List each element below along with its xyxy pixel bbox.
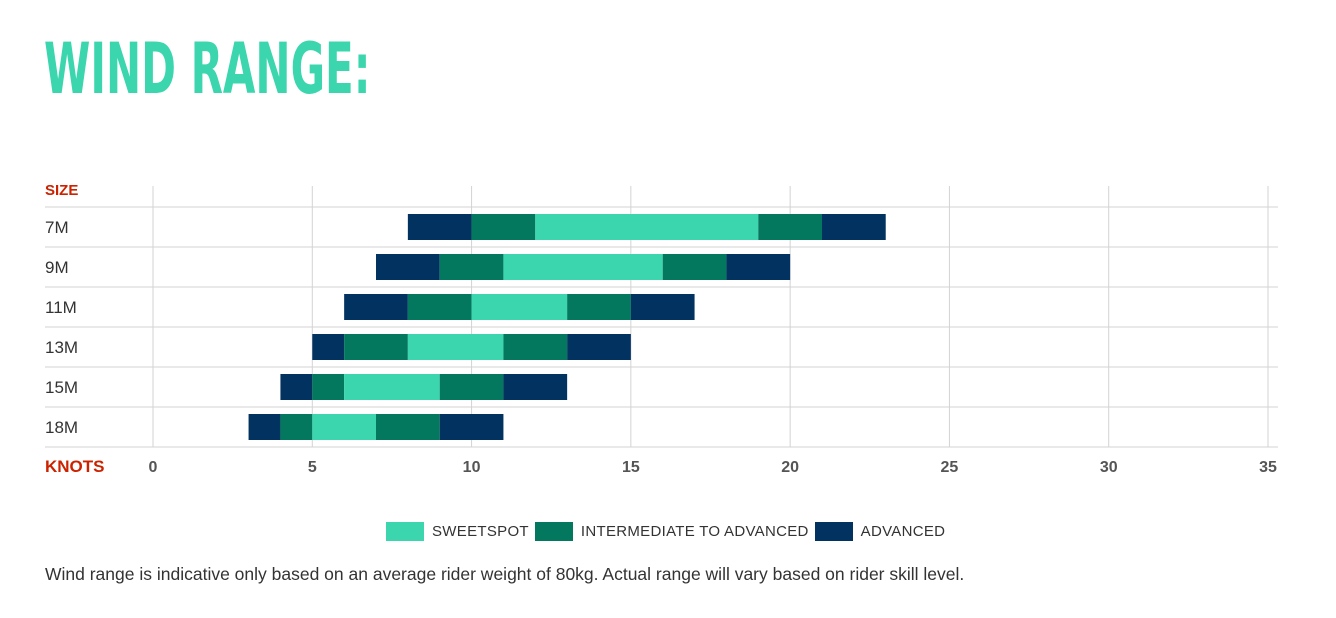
bar-segment-intermediate: [567, 294, 631, 320]
x-tick-label: 15: [622, 459, 640, 476]
chart-legend: SWEETSPOT INTERMEDIATE TO ADVANCED ADVAN…: [386, 520, 951, 542]
bar-segment-intermediate: [503, 334, 568, 360]
x-tick-label: 35: [1259, 459, 1277, 476]
bar-segment-intermediate: [439, 254, 504, 280]
legend-swatch-sweetspot: [386, 521, 424, 541]
x-tick-label: 30: [1100, 459, 1118, 476]
bar-segment-intermediate: [471, 214, 536, 240]
bar-segment-advanced: [726, 254, 791, 280]
bar-segment-intermediate: [407, 294, 472, 320]
bar-segment-advanced: [567, 334, 631, 360]
bar-segment-intermediate: [312, 374, 345, 400]
bar-segment-intermediate: [280, 414, 313, 440]
row-label: 9M: [45, 258, 69, 277]
legend-swatch-intermediate: [534, 521, 573, 541]
bar-segment-sweetspot: [471, 294, 568, 320]
legend-item-advanced: ADVANCED: [814, 521, 946, 541]
x-tick-label: 0: [149, 459, 158, 476]
bar-segment-advanced: [312, 334, 345, 360]
bar-segment-intermediate: [758, 214, 822, 240]
x-tick-labels: 0 5 10 15 20 25 30 35: [149, 459, 1277, 476]
bar-segment-sweetspot: [344, 374, 440, 400]
legend-label-intermediate: INTERMEDIATE TO ADVANCED: [580, 522, 809, 540]
row-label: 13M: [45, 338, 78, 357]
disclaimer-note: Wind range is indicative only based on a…: [45, 564, 965, 584]
bar-segment-sweetspot: [407, 334, 504, 360]
bar-segment-advanced: [503, 374, 568, 400]
bar-segment-advanced: [376, 254, 440, 280]
bar-segment-advanced: [822, 214, 886, 240]
x-tick-label: 5: [308, 459, 317, 476]
row-label: 15M: [45, 378, 78, 397]
bar-segment-intermediate: [662, 254, 727, 280]
bar-segment-intermediate: [439, 374, 504, 400]
row-label: 11M: [45, 298, 77, 317]
row-label: 18M: [45, 418, 78, 437]
legend-label-sweetspot: SWEETSPOT: [432, 522, 529, 540]
x-axis-label: KNOTS: [45, 457, 105, 476]
x-tick-label: 20: [781, 459, 799, 476]
y-axis-label: SIZE: [45, 182, 78, 199]
bar-segment-intermediate: [376, 414, 440, 440]
bar-segment-advanced: [407, 214, 472, 240]
bar-segment-sweetspot: [312, 414, 376, 440]
x-tick-label: 10: [463, 459, 481, 476]
legend-swatch-advanced: [814, 521, 853, 541]
bar-segment-advanced: [344, 294, 408, 320]
chart-bars: [248, 214, 886, 440]
x-tick-label: 25: [941, 459, 959, 476]
bar-segment-sweetspot: [535, 214, 759, 240]
bar-segment-intermediate: [344, 334, 408, 360]
legend-item-intermediate: INTERMEDIATE TO ADVANCED: [534, 521, 809, 541]
row-label: 7M: [45, 218, 69, 237]
page-title: WIND RANGE:: [44, 28, 371, 110]
bar-segment-advanced: [439, 414, 504, 440]
legend-label-advanced: ADVANCED: [860, 522, 946, 540]
bar-segment-advanced: [630, 294, 695, 320]
row-labels: 7M 9M 11M 13M 15M 18M: [45, 218, 78, 437]
bar-segment-advanced: [280, 374, 313, 400]
legend-item-sweetspot: SWEETSPOT: [386, 521, 529, 541]
bar-segment-sweetspot: [503, 254, 663, 280]
bar-segment-advanced: [248, 414, 281, 440]
